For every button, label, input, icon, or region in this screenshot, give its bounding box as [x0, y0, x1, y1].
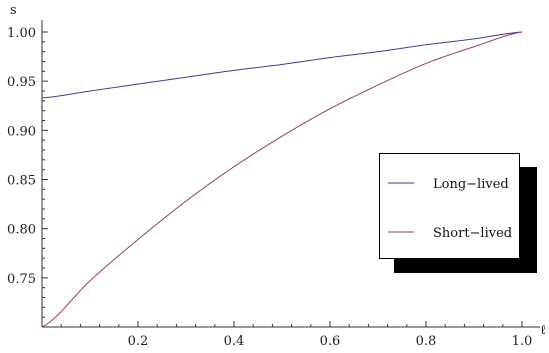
- x-axis-label: ℓ: [540, 323, 546, 338]
- y-tick-label: 0.80: [7, 223, 36, 238]
- y-tick-label: 1.00: [7, 26, 36, 41]
- legend: Long−lived Short−lived: [379, 153, 537, 273]
- y-tick-label: 0.85: [7, 174, 36, 189]
- y-axis-label: s: [10, 3, 17, 18]
- legend-label-0: Long−lived: [433, 177, 509, 192]
- series-line-1: [41, 31, 523, 328]
- x-tick-label: 1.0: [512, 334, 533, 349]
- axes: 0.2 0.4 0.6 0.8 1.0 0.75 0.80 0.85 0.90 0.95 1.00 s…: [7, 3, 546, 349]
- x-tick-label: 0.6: [320, 334, 341, 349]
- series-layer: [41, 31, 523, 328]
- x-tick-label: 0.2: [128, 334, 149, 349]
- series-line-0: [41, 31, 523, 99]
- y-tick-label: 0.90: [7, 124, 36, 139]
- y-tick-label: 0.95: [7, 75, 36, 90]
- legend-box: [379, 153, 520, 259]
- y-tick-label: 0.75: [7, 272, 36, 287]
- x-tick-label: 0.4: [224, 334, 245, 349]
- x-tick-label: 0.8: [416, 334, 437, 349]
- legend-label-1: Short−lived: [433, 226, 512, 241]
